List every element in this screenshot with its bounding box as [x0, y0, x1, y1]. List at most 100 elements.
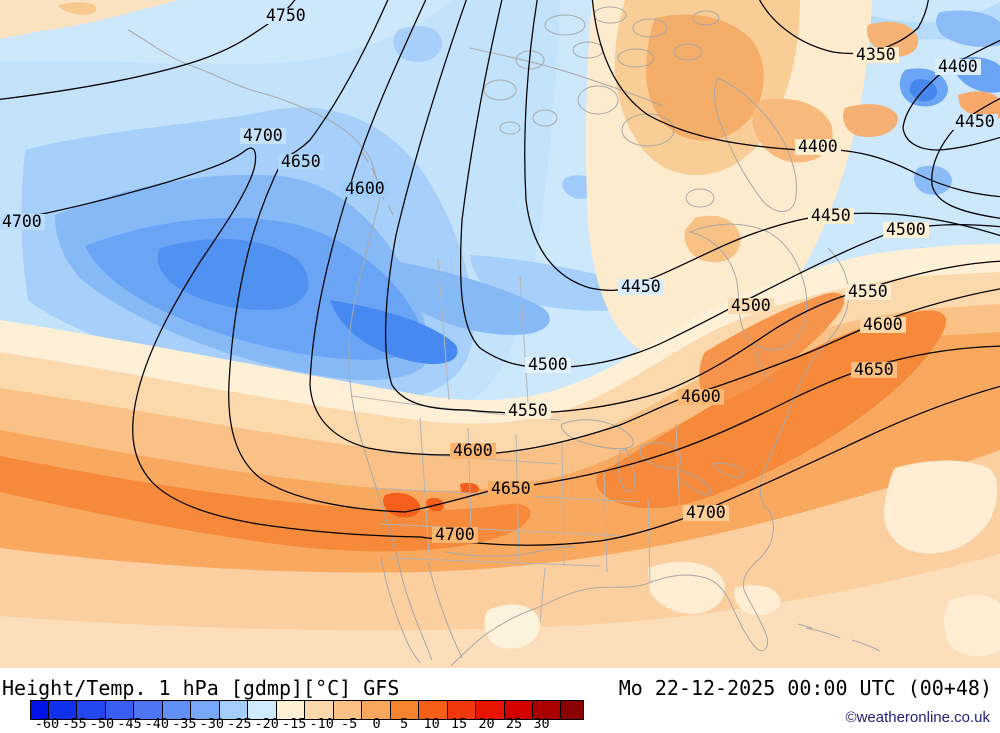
legend-cell — [305, 701, 334, 719]
legend-cell — [419, 701, 448, 719]
legend-tick-label: -10 — [309, 716, 334, 732]
legend-cell — [219, 701, 249, 719]
legend-cell — [162, 701, 192, 719]
contour-label-bg — [240, 128, 286, 144]
contour-label: 4750 — [266, 6, 306, 25]
lake-michigan — [618, 448, 635, 493]
legend-cell — [276, 701, 306, 719]
legend-tick-label: -20 — [254, 716, 279, 732]
contour-4450-ne — [931, 97, 1000, 219]
legend-tick-label: -35 — [172, 716, 197, 732]
contour-label-bg — [883, 222, 929, 238]
contour-label-bg — [505, 403, 551, 419]
legend-tick-label: -30 — [199, 716, 225, 732]
victoria-island — [621, 113, 675, 147]
contour-label: 4600 — [863, 315, 903, 334]
baffin-island — [713, 77, 797, 212]
gulf-coast-florida — [450, 511, 774, 667]
legend-tick-label: 15 — [450, 716, 468, 732]
legend-tick-label: -5 — [341, 716, 358, 732]
contour-label: 4650 — [854, 360, 894, 379]
legend-cell — [561, 701, 583, 719]
contour-label-bg — [728, 298, 774, 314]
contour-label-bg — [860, 317, 906, 333]
caribbean-islands — [797, 623, 881, 652]
contour-label-bg — [678, 389, 724, 405]
weather-map: 4750 4700 4650 4600 4700 4350 4400 4450 4400 4450… — [0, 0, 1000, 668]
contour-label-bg — [952, 114, 998, 130]
contour-labels-layer: 4750 4700 4650 4600 4700 4350 4400 4450 4400 4450… — [0, 6, 998, 544]
contour-label-bg — [0, 214, 45, 230]
geography-layer — [127, 6, 881, 667]
contour-label: 4700 — [243, 126, 283, 145]
legend-tick-label: 5 — [400, 716, 409, 732]
contour-label-bg — [618, 279, 664, 295]
lake-erie — [676, 469, 712, 496]
temperature-color-scale — [30, 700, 584, 720]
legend-tick-label: -40 — [144, 716, 170, 732]
contour-4500 — [459, 0, 1000, 369]
legend-cell — [333, 701, 363, 719]
contour-label-bg — [342, 181, 388, 197]
map-canvas: 4750 4700 4650 4600 4700 4350 4400 4450 4400 4450… — [0, 0, 1000, 668]
contour-label-bg — [450, 443, 496, 459]
legend-cell — [447, 701, 477, 719]
legend-tick-label: 10 — [423, 716, 440, 732]
lake-huron — [639, 442, 682, 469]
legend-cell — [105, 701, 135, 719]
contour-label: 4500 — [731, 296, 771, 315]
baja-california — [380, 551, 463, 664]
legend-tick-label: 20 — [478, 716, 495, 732]
legend-cell — [532, 701, 562, 719]
atlantic-coastline — [759, 247, 850, 513]
contour-label: 4700 — [686, 503, 726, 522]
contour-label: 4550 — [508, 401, 548, 420]
legend-tick-label: -50 — [89, 716, 115, 732]
alaska-panhandle — [361, 151, 394, 216]
contour-label-bg — [935, 59, 981, 75]
valid-time: Mo 22-12-2025 00:00 UTC (00+48) — [618, 676, 992, 700]
contour-label: 4550 — [848, 282, 888, 301]
lake-superior — [560, 419, 634, 450]
contour-label: 4500 — [886, 220, 926, 239]
legend-tick-label: 0 — [372, 716, 381, 732]
contour-label: 4350 — [856, 45, 896, 64]
contour-label-bg — [278, 154, 324, 170]
contour-label: 4600 — [345, 179, 385, 198]
legend-cell — [49, 701, 78, 719]
legend-tick-label: -25 — [227, 716, 252, 732]
contour-label-bg — [525, 357, 571, 373]
legend-cell — [476, 701, 505, 719]
contour-label-bg — [263, 8, 309, 24]
legend-tick-label: -45 — [117, 716, 142, 732]
contour-label: 4450 — [811, 206, 851, 225]
hudson-bay — [688, 223, 808, 351]
contour-label: 4650 — [491, 479, 531, 498]
alaska-coastline — [127, 29, 381, 199]
contour-label: 4500 — [528, 355, 568, 374]
legend-cell — [504, 701, 533, 719]
contour-label-bg — [851, 362, 897, 378]
contour-label-bg — [853, 47, 899, 63]
legend-cell — [191, 701, 220, 719]
us-mexico-border — [444, 546, 576, 557]
contour-label: 4700 — [2, 212, 42, 231]
contour-label: 4450 — [621, 277, 661, 296]
legend-cell — [390, 701, 420, 719]
legend-tick-label: 30 — [533, 716, 550, 732]
legend-tick-label: -55 — [62, 716, 87, 732]
legend-cell — [77, 701, 106, 719]
legend-tick-label: 25 — [505, 716, 523, 732]
lake-ontario — [712, 462, 744, 478]
contour-label-bg — [795, 139, 841, 155]
contour-label: 4400 — [798, 137, 838, 156]
contour-4400 — [591, 0, 1000, 198]
contour-label-bg — [488, 481, 534, 497]
pacific-coastline — [348, 197, 396, 549]
contour-label-bg — [845, 284, 891, 300]
contour-label: 4700 — [435, 525, 475, 544]
contour-label: 4450 — [955, 112, 995, 131]
contour-4700 — [0, 147, 1000, 546]
contour-label: 4600 — [453, 441, 493, 460]
